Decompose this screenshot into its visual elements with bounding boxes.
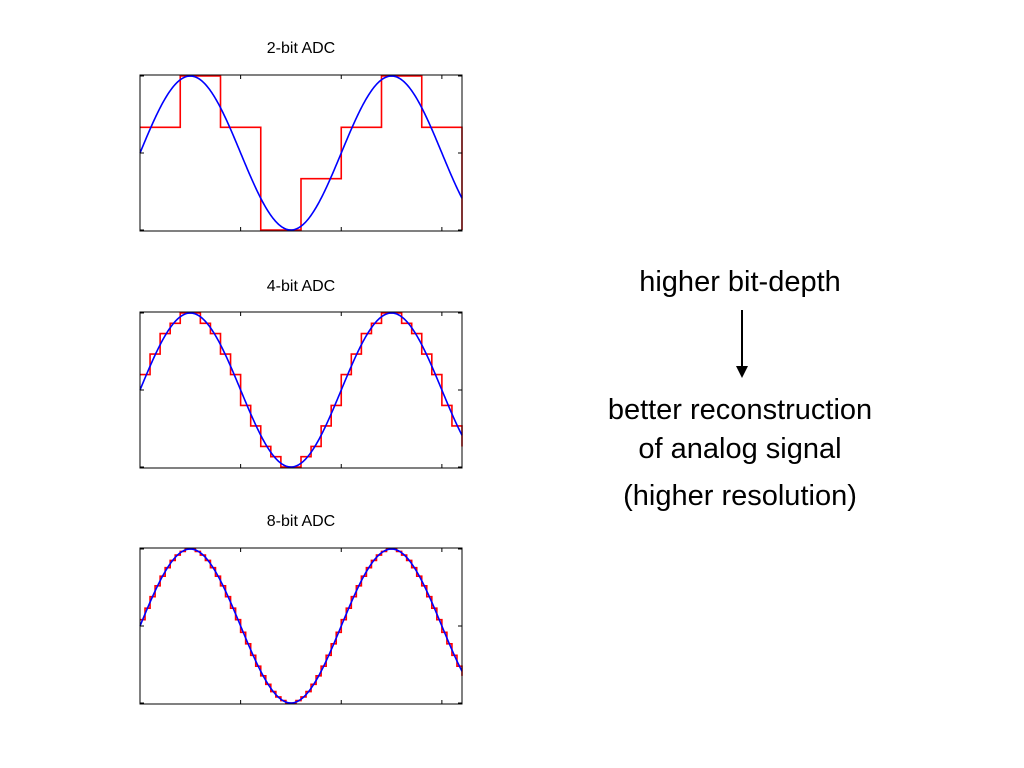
down-arrow-icon [736, 310, 748, 378]
caption-line-2: of analog signal [638, 433, 842, 465]
panel-title-8bit: 8-bit ADC [266, 513, 336, 530]
caption-top: higher bit-depth [639, 266, 841, 298]
axes-frame [139, 311, 463, 469]
analog-signal-line [139, 312, 463, 468]
analog-signal-line [139, 548, 463, 704]
plot-4bit-adc [139, 311, 463, 469]
quantized-signal-line [140, 75, 463, 231]
caption-line-3: (higher resolution) [623, 480, 857, 512]
panel-title-4bit: 4-bit ADC [266, 278, 336, 295]
plot-2bit-adc [139, 74, 463, 232]
quantized-signal-line [140, 548, 463, 704]
plot-8bit-adc [139, 547, 463, 705]
quantized-signal-line [140, 312, 463, 468]
axes-frame [139, 547, 463, 705]
analog-signal-line [139, 75, 463, 231]
caption-line-1: better reconstruction [607, 394, 873, 426]
panel-title-2bit: 2-bit ADC [266, 40, 336, 57]
